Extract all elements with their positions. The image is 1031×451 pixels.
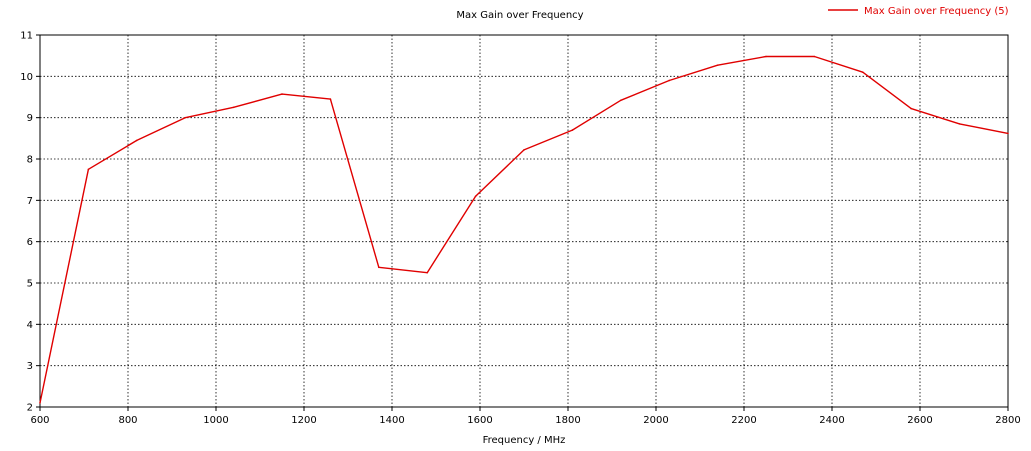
data-point bbox=[39, 402, 41, 404]
data-point bbox=[862, 71, 864, 73]
x-tick-label: 600 bbox=[30, 415, 49, 426]
grid bbox=[40, 35, 1008, 407]
x-axis-label: Frequency / MHz bbox=[483, 435, 566, 446]
data-point bbox=[668, 79, 670, 82]
x-tick-label: 2000 bbox=[643, 415, 668, 426]
data-point bbox=[958, 123, 961, 125]
legend: Max Gain over Frequency (5) bbox=[828, 6, 1009, 17]
y-tick-label: 6 bbox=[27, 237, 33, 248]
data-point bbox=[232, 106, 235, 109]
data-point bbox=[329, 98, 332, 100]
x-tick-label: 2600 bbox=[907, 415, 932, 426]
data-point bbox=[378, 266, 380, 269]
data-point bbox=[87, 168, 90, 171]
y-tick-label: 5 bbox=[27, 279, 33, 290]
data-point bbox=[813, 55, 816, 58]
x-tick-label: 2800 bbox=[995, 415, 1020, 426]
data-point bbox=[281, 93, 283, 95]
data-point bbox=[1007, 132, 1009, 135]
x-tick-label: 800 bbox=[118, 415, 137, 426]
x-tick-label: 1000 bbox=[203, 415, 228, 426]
y-tick-label: 9 bbox=[27, 113, 33, 124]
plot-area bbox=[39, 34, 1009, 408]
series-line bbox=[39, 55, 1009, 404]
y-tick-label: 7 bbox=[27, 196, 33, 207]
y-tick-label: 4 bbox=[27, 320, 33, 331]
x-tick-label: 2400 bbox=[819, 415, 844, 426]
data-point bbox=[716, 64, 719, 66]
data-point bbox=[620, 99, 622, 102]
axis-ticks: 600 800 1000 1200 1400 1600 1800 2000 2200 2400 26… bbox=[20, 31, 1020, 427]
x-tick-label: 1400 bbox=[379, 415, 404, 426]
data-point bbox=[910, 107, 912, 110]
data-point bbox=[426, 271, 429, 274]
x-tick-label: 1800 bbox=[555, 415, 580, 426]
x-tick-label: 1600 bbox=[467, 415, 492, 426]
y-tick-label: 10 bbox=[20, 72, 33, 83]
data-point bbox=[474, 195, 477, 197]
y-tick-label: 2 bbox=[27, 403, 33, 414]
data-point bbox=[136, 139, 138, 142]
series-layer bbox=[39, 55, 1009, 404]
data-point bbox=[523, 149, 525, 151]
chart-title: Max Gain over Frequency bbox=[456, 10, 583, 21]
data-point bbox=[184, 116, 186, 119]
legend-label: Max Gain over Frequency (5) bbox=[864, 6, 1009, 17]
y-tick-label: 11 bbox=[20, 31, 33, 42]
x-tick-label: 2200 bbox=[731, 415, 756, 426]
y-tick-label: 8 bbox=[27, 155, 33, 166]
data-point bbox=[571, 129, 574, 131]
data-point bbox=[765, 55, 767, 58]
x-tick-label: 1200 bbox=[291, 415, 316, 426]
y-tick-label: 3 bbox=[27, 361, 33, 372]
